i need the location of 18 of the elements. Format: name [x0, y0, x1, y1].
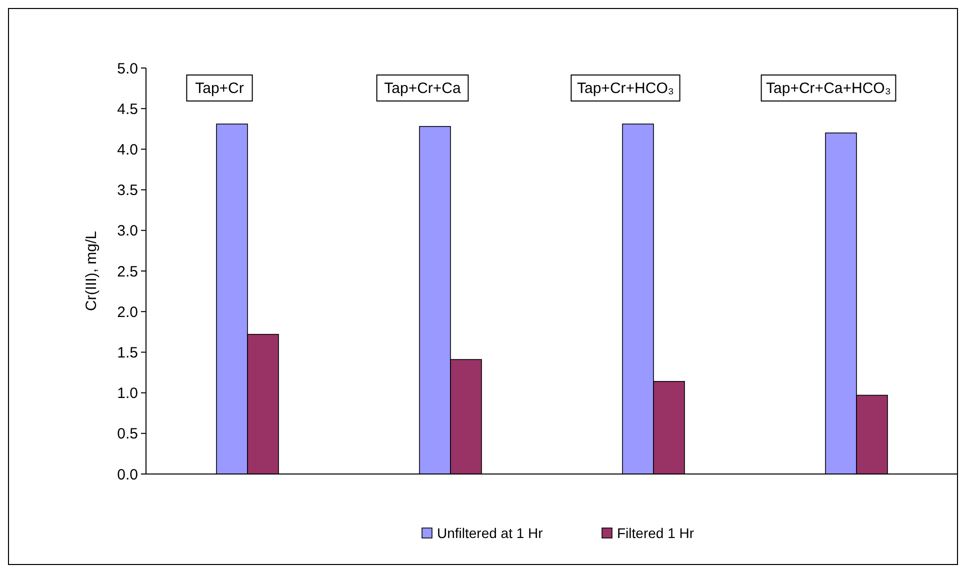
x-tick-label: Tap+Cr+HCO₃	[577, 80, 674, 97]
y-tick-label: 1.5	[117, 344, 138, 362]
y-tick-label: 3.0	[117, 222, 138, 240]
y-tick-label: 4.0	[117, 141, 138, 158]
x-tick-label: Tap+Cr+Ca	[384, 80, 462, 97]
y-tick-label: 3.5	[117, 182, 138, 200]
x-tick-label: Tap+Cr	[195, 80, 244, 97]
legend-label: Unfiltered at 1 Hr	[437, 525, 544, 541]
y-tick-label: 0.5	[117, 426, 138, 443]
y-tick-label: 4.5	[117, 100, 138, 118]
y-tick-label: 2.5	[117, 263, 138, 280]
legend-label: Filtered 1 Hr	[617, 525, 694, 541]
y-tick-label: 0.0	[117, 466, 138, 484]
y-tick-label: 2.0	[117, 304, 138, 321]
y-tick-label: 5.0	[117, 60, 138, 78]
y-axis-title: Cr(III), mg/L	[83, 230, 100, 312]
x-tick-label: Tap+Cr+Ca+HCO₃	[766, 80, 891, 97]
y-tick-label: 1.0	[117, 385, 138, 402]
